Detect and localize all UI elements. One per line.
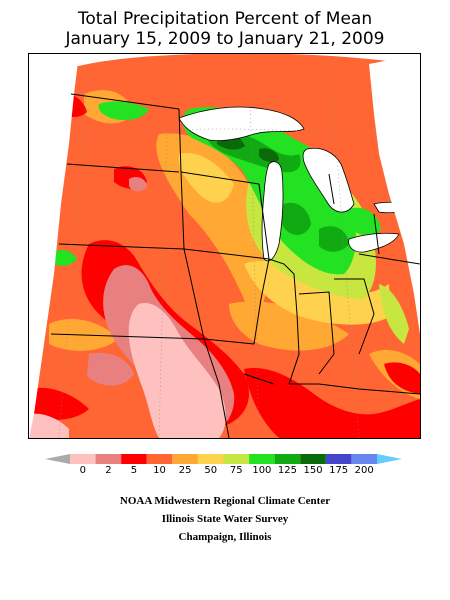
legend-swatch [351,454,377,464]
legend-tick-label: 50 [204,465,218,476]
state-boundaries [50,93,420,438]
legend-tick-label: 10 [153,465,166,476]
legend-tick-label: 175 [329,465,349,476]
great-lakes [178,106,412,262]
map-title-line2: January 15, 2009 to January 21, 2009 [65,29,385,49]
legend-tick-label: 5 [130,465,138,476]
legend-swatch [172,454,198,464]
legend-swatch [121,454,147,464]
legend-under-arrow [45,454,70,464]
color-legend [0,446,450,486]
precipitation-map [28,53,421,439]
lake-superior [178,106,305,142]
legend-swatch [70,454,96,464]
lake-michigan [261,161,284,262]
legend-swatch [274,454,301,464]
legend-swatch [146,454,173,464]
no-data-mask [29,54,420,438]
legend-tick-label: 125 [277,465,297,476]
legend-swatch [300,454,326,464]
legend-tick-label: 25 [178,465,192,476]
map-title-line1: Total Precipitation Percent of Mean [77,9,373,29]
legend-swatch [95,454,122,464]
legend-swatch [249,454,275,464]
legend-tick-label: 75 [229,465,243,476]
legend-swatch [325,454,352,464]
legend-tick-label: 2 [105,465,112,476]
credit-line3: Champaign, Illinois [178,531,272,543]
legend-over-arrow [377,454,402,464]
lake-erie [348,232,400,253]
precip-zone-0-2 [29,303,226,438]
legend-tick-label: 200 [354,465,374,476]
credit-line1: NOAA Midwestern Regional Climate Center [119,495,331,507]
legend-swatch [197,454,224,464]
legend-swatch [223,454,250,464]
legend-tick-label: 0 [79,465,86,476]
legend-tick-label: 100 [252,465,272,476]
lake-huron [302,147,355,213]
credit-line2: Illinois State Water Survey [161,513,289,525]
legend-tick-label: 150 [303,465,323,476]
